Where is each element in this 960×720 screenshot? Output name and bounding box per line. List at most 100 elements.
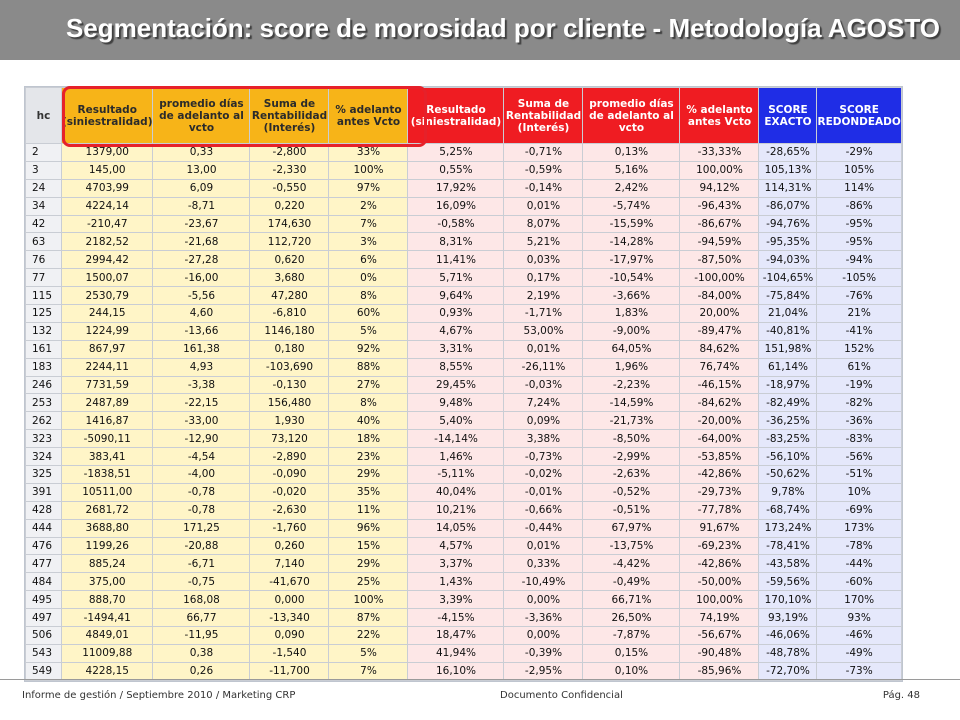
table-cell: -20,88 xyxy=(152,536,251,556)
table-cell: 2487,89 xyxy=(60,393,154,413)
table-cell: 6% xyxy=(328,250,409,270)
row-hc-cell: 125 xyxy=(25,304,62,323)
table-cell: 0,620 xyxy=(249,250,330,270)
table-cell: 867,97 xyxy=(60,339,154,359)
row-hc-cell: 549 xyxy=(25,661,62,681)
table-cell: 9,78% xyxy=(758,482,818,502)
table-cell: 0,00% xyxy=(503,590,584,610)
table-cell: -14,28% xyxy=(582,232,681,252)
table-cell: 1224,99 xyxy=(60,321,154,341)
table-cell: 100% xyxy=(328,590,409,610)
table-cell: -0,020 xyxy=(249,482,330,502)
table-cell: -2,630 xyxy=(249,500,330,520)
table-cell: 8,31% xyxy=(407,232,505,252)
table-cell: -96,43% xyxy=(679,196,760,216)
table-cell: -3,38 xyxy=(152,375,251,395)
table-cell: 0,55% xyxy=(407,160,505,180)
table-cell: 0,01% xyxy=(503,536,584,556)
row-hc-cell: 495 xyxy=(25,590,62,610)
row-hc-cell: 428 xyxy=(25,500,62,520)
table-cell: 7,140 xyxy=(249,554,330,574)
table-cell: -82% xyxy=(816,393,902,413)
table-cell: -33,33% xyxy=(679,143,760,162)
table-cell: 174,630 xyxy=(249,214,330,234)
table-cell: -95% xyxy=(816,214,902,234)
table-cell: -72,70% xyxy=(758,661,818,681)
table-cell: 7% xyxy=(328,661,409,681)
table-cell: -8,50% xyxy=(582,429,681,449)
table-cell: -100,00% xyxy=(679,268,760,288)
table-row: 34 4224,14 -8,71 0,220 2% 16,09% 0,01% -5,74% -9… xyxy=(25,196,902,216)
table-cell: -41,670 xyxy=(249,572,330,592)
row-hc-cell: 42 xyxy=(25,214,62,234)
table-cell: -78,41% xyxy=(758,536,818,556)
table-cell: -49% xyxy=(816,643,902,663)
table-cell: 6,09 xyxy=(152,178,251,198)
table-row: 477 885,24 -6,71 7,140 29% 3,37% 0,33% -4,42% -4… xyxy=(25,554,902,574)
table-cell: 4,60 xyxy=(152,304,251,323)
table-cell: 67,97% xyxy=(582,518,681,538)
table-cell: -13,340 xyxy=(249,608,330,628)
table-cell: -16,00 xyxy=(152,268,251,288)
table-cell: 16,09% xyxy=(407,196,505,216)
table-cell: 885,24 xyxy=(60,554,154,574)
table-cell: 0,000 xyxy=(249,590,330,610)
table-cell: 15% xyxy=(328,536,409,556)
table-cell: 173,24% xyxy=(758,518,818,538)
table-cell: 1416,87 xyxy=(60,411,154,431)
row-hc-cell: 3 xyxy=(25,160,62,180)
table-cell: 4,67% xyxy=(407,321,505,341)
table-cell: 53,00% xyxy=(503,321,584,341)
table-cell: -7,87% xyxy=(582,626,681,645)
table-cell: 10511,00 xyxy=(60,482,154,502)
table-cell: 156,480 xyxy=(249,393,330,413)
header-promedio-dias-orange: promedio días de adelanto al vcto xyxy=(152,87,251,144)
header-hc: hc xyxy=(25,87,62,144)
table-row: 444 3688,80 171,25 -1,760 96% 14,05% -0,44% 67,… xyxy=(25,518,902,538)
table-cell: 3,38% xyxy=(503,429,584,449)
table-cell: 16,10% xyxy=(407,661,505,681)
table-cell: -0,66% xyxy=(503,500,584,520)
table-cell: 1,96% xyxy=(582,357,681,377)
table-cell: 100,00% xyxy=(679,160,760,180)
table-cell: -41% xyxy=(816,321,902,341)
table-cell: 40,04% xyxy=(407,482,505,502)
table-cell: 3,31% xyxy=(407,339,505,359)
table-cell: 5% xyxy=(328,643,409,663)
table-cell: -73% xyxy=(816,661,902,681)
table-cell: -33,00 xyxy=(152,411,251,431)
table-cell: -5,56 xyxy=(152,286,251,306)
table-cell: 11% xyxy=(328,500,409,520)
table-cell: 152% xyxy=(816,339,902,359)
footer-confidential: Documento Confidencial xyxy=(500,690,623,701)
table-cell: 3,680 xyxy=(249,268,330,288)
table-cell: 105% xyxy=(816,160,902,180)
table-cell: -1,71% xyxy=(503,304,584,323)
row-hc-cell: 325 xyxy=(25,465,62,484)
table-cell: -0,78 xyxy=(152,500,251,520)
table-cell: 5,21% xyxy=(503,232,584,252)
table-cell: -23,67 xyxy=(152,214,251,234)
table-cell: -0,44% xyxy=(503,518,584,538)
table-cell: 0,03% xyxy=(503,250,584,270)
table-cell: -20,00% xyxy=(679,411,760,431)
table-cell: 3,37% xyxy=(407,554,505,574)
table-row: 125 244,15 4,60 -6,810 60% 0,93% -1,71% 1,83% 20… xyxy=(25,304,902,323)
table-cell: -13,75% xyxy=(582,536,681,556)
table-cell: 0,93% xyxy=(407,304,505,323)
table-cell: 29,45% xyxy=(407,375,505,395)
table-cell: -53,85% xyxy=(679,447,760,467)
table-cell: -28,65% xyxy=(758,143,818,162)
table-cell: 112,720 xyxy=(249,232,330,252)
table-cell: 1,83% xyxy=(582,304,681,323)
table-cell: 2182,52 xyxy=(60,232,154,252)
table-cell: -43,58% xyxy=(758,554,818,574)
table-cell: -86,67% xyxy=(679,214,760,234)
table-cell: 170% xyxy=(816,590,902,610)
table-cell: 1,46% xyxy=(407,447,505,467)
title-bar: Segmentación: score de morosidad por cli… xyxy=(0,0,960,60)
table-cell: -94,76% xyxy=(758,214,818,234)
table-cell: 0,33 xyxy=(152,143,251,162)
table-cell: 0,33% xyxy=(503,554,584,574)
table-cell: -4,42% xyxy=(582,554,681,574)
